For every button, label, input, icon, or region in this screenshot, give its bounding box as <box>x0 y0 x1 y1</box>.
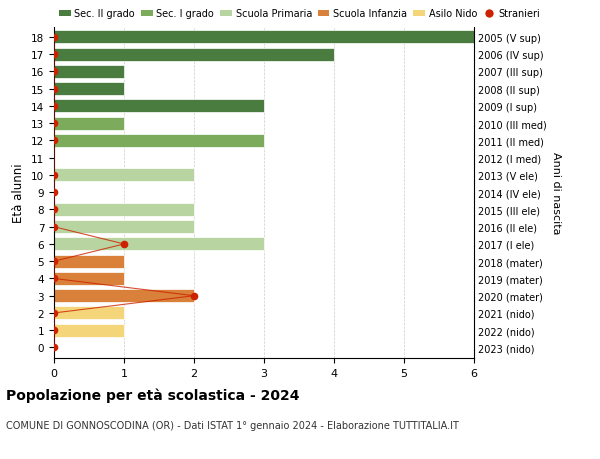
Y-axis label: Anni di nascita: Anni di nascita <box>551 151 561 234</box>
Bar <box>54 324 124 337</box>
Bar <box>54 221 194 234</box>
Bar <box>54 272 124 285</box>
Bar <box>54 49 334 62</box>
Bar <box>54 255 124 268</box>
Y-axis label: Età alunni: Età alunni <box>13 163 25 223</box>
Bar <box>54 203 194 217</box>
Bar <box>54 118 124 130</box>
Bar <box>54 100 264 113</box>
Text: Popolazione per età scolastica - 2024: Popolazione per età scolastica - 2024 <box>6 388 299 403</box>
Bar <box>54 307 124 320</box>
Bar <box>54 83 124 96</box>
Bar <box>54 66 124 79</box>
Legend: Sec. II grado, Sec. I grado, Scuola Primaria, Scuola Infanzia, Asilo Nido, Stran: Sec. II grado, Sec. I grado, Scuola Prim… <box>59 9 540 19</box>
Bar <box>54 31 474 45</box>
Bar <box>54 134 264 148</box>
Bar <box>54 169 194 182</box>
Bar <box>54 290 194 302</box>
Bar <box>54 238 264 251</box>
Text: COMUNE DI GONNOSCODINA (OR) - Dati ISTAT 1° gennaio 2024 - Elaborazione TUTTITAL: COMUNE DI GONNOSCODINA (OR) - Dati ISTAT… <box>6 420 459 430</box>
